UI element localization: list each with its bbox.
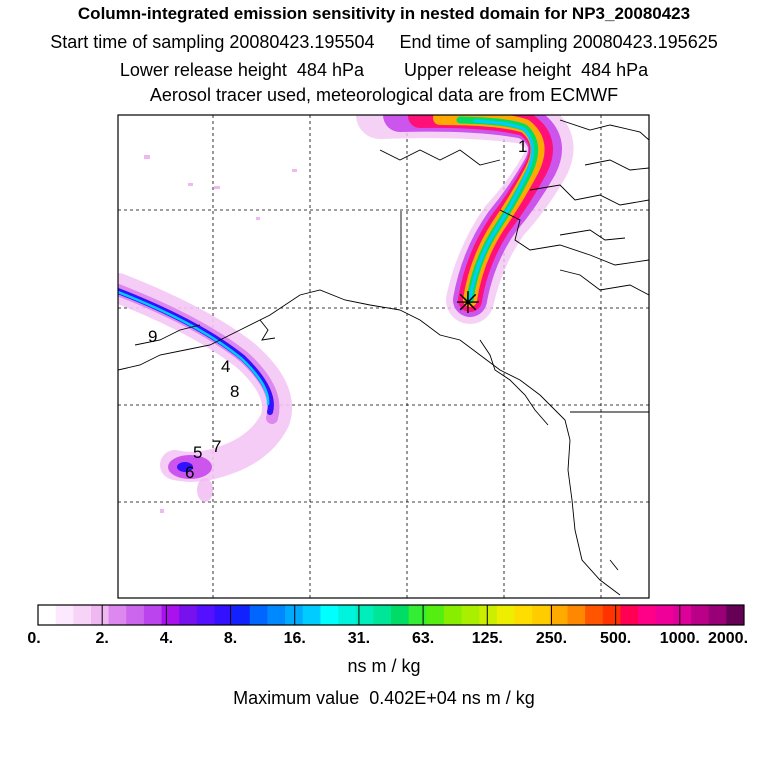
colorbar-segment	[267, 605, 286, 625]
colorbar-segment	[726, 605, 745, 625]
colorbar-segment	[408, 605, 427, 625]
colorbar-tick-label: 1000.	[659, 630, 700, 647]
colorbar-segment	[514, 605, 533, 625]
tracer-info: Aerosol tracer used, meteorological data…	[149, 85, 619, 105]
sampling-times: Start time of sampling 20080423.195504 E…	[50, 32, 718, 52]
low-sensitivity-speckles	[144, 155, 297, 513]
colorbar-segment	[126, 605, 145, 625]
colorbar-segment	[179, 605, 198, 625]
colorbar-tick-label: 2.	[95, 630, 109, 647]
marker-1: 1	[518, 137, 527, 156]
colorbar-segment	[320, 605, 339, 625]
colorbar-tick-label: 0.	[27, 630, 41, 647]
marker-6: 6	[185, 463, 194, 482]
colorbar-frame	[37, 604, 745, 626]
colorbar-segment	[302, 605, 321, 625]
colorbar-segment	[620, 605, 639, 625]
colorbar-segment	[143, 605, 162, 625]
colorbar-segment	[585, 605, 604, 625]
colorbar-tick-label: 63.	[411, 630, 435, 647]
colorbar-tick-label: 8.	[223, 630, 238, 647]
colorbar-segment	[373, 605, 392, 625]
marker-4: 4	[221, 357, 230, 376]
colorbar-segment	[214, 605, 233, 625]
colorbar-unit: ns m / kg	[347, 656, 421, 676]
colorbar-segment	[673, 605, 692, 625]
marker-5: 5	[193, 443, 202, 462]
colorbar-segment	[338, 605, 357, 625]
colorbar-segment	[567, 605, 586, 625]
receptor-location-icon: ✳	[455, 286, 480, 321]
colorbar-segment	[638, 605, 657, 625]
plot-title: Column-integrated emission sensitivity i…	[77, 4, 691, 23]
colorbar-segment	[38, 605, 57, 625]
colorbar-tick-label: 2000.	[707, 630, 749, 647]
colorbar-segment	[232, 605, 251, 625]
colorbar-segment	[108, 605, 127, 625]
colorbar-segment	[532, 605, 551, 625]
maximum-value: Maximum value 0.402E+04 ns m / kg	[233, 688, 535, 708]
colorbar-segment	[655, 605, 674, 625]
colorbar-segment	[479, 605, 498, 625]
colorbar-segment	[443, 605, 462, 625]
colorbar-segment	[461, 605, 480, 625]
map-panel: ✳ 1 4 5 6 7 8 9	[118, 115, 649, 598]
colorbar-segment	[708, 605, 727, 625]
colorbar-segment	[249, 605, 268, 625]
colorbar-segment	[285, 605, 304, 625]
marker-9: 9	[148, 327, 157, 346]
colorbar-segment	[691, 605, 710, 625]
colorbar-segment	[426, 605, 445, 625]
colorbar-segment	[391, 605, 410, 625]
release-heights: Lower release height 484 hPa Upper relea…	[119, 60, 649, 80]
colorbar-tick-label: 250.	[535, 630, 568, 647]
colorbar-segment	[55, 605, 74, 625]
map-frame	[117, 114, 650, 599]
colorbar-tick-label: 16.	[283, 630, 306, 647]
colorbar-segment	[549, 605, 568, 625]
colorbar-segment	[355, 605, 374, 625]
colorbar-segment	[73, 605, 92, 625]
colorbar-tick-label: 125.	[471, 630, 503, 647]
colorbar-segment	[161, 605, 180, 625]
colorbar-segment	[496, 605, 515, 625]
colorbar-segment	[602, 605, 621, 625]
colorbar-segment	[196, 605, 215, 625]
colorbar-tick-label: 31.	[347, 630, 371, 647]
marker-8: 8	[230, 382, 239, 401]
cluster-markers: 1 4 5 6 7 8 9	[148, 137, 527, 482]
colorbar-segment	[90, 605, 109, 625]
coastlines	[118, 119, 649, 596]
colorbar	[38, 605, 745, 625]
colorbar-tick-label: 500.	[600, 630, 632, 647]
colorbar-tick-label: 4.	[159, 630, 174, 647]
sensitivity-plume-west	[118, 273, 292, 502]
marker-7: 7	[212, 437, 221, 456]
